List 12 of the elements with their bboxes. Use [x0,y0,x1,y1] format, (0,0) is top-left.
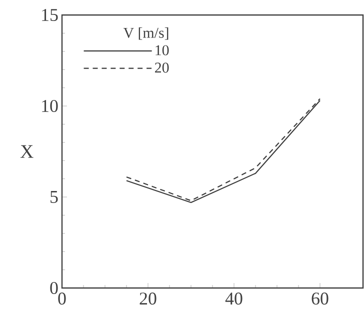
x-tick-label: 40 [225,292,242,305]
y-tick-label: 15 [42,8,58,21]
x-tick-label: 0 [58,292,66,305]
y-tick-label: 5 [50,191,58,203]
y-axis-title: X [20,145,34,158]
legend-label: 10 [156,45,169,56]
x-tick-label: 60 [312,292,328,305]
y-tick-label: 10 [42,100,58,112]
legend-title: V [m/s] [123,27,168,40]
y-tick-label: 0 [50,282,58,294]
x-tick-label: 20 [140,292,156,305]
legend-label: 20 [155,62,169,73]
